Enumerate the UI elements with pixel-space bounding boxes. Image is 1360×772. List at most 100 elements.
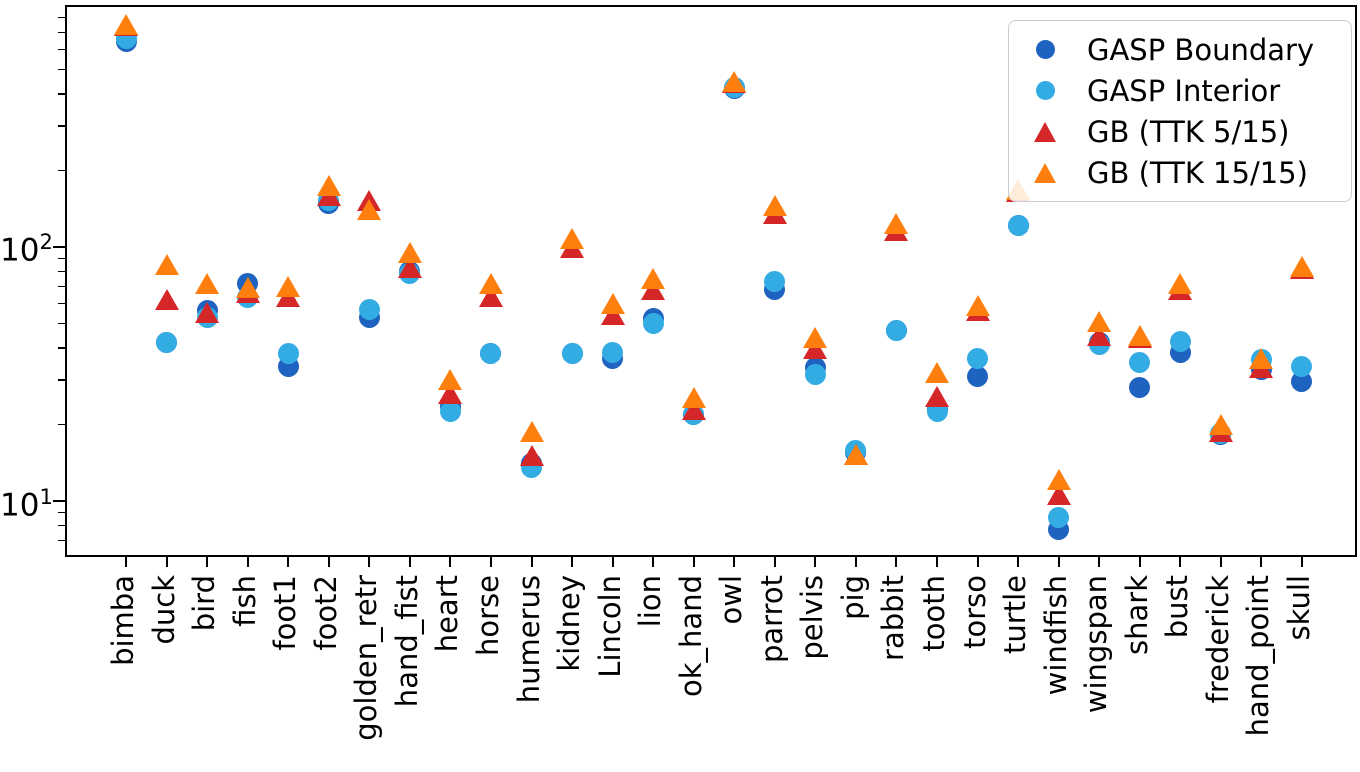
x-axis-tick-label: bird <box>187 575 222 632</box>
x-axis-tick-label: lion <box>633 575 668 628</box>
x-axis-tick-label: torso <box>957 575 992 649</box>
x-tick <box>125 557 127 567</box>
x-tick <box>368 557 371 567</box>
x-axis-tick-label: duck <box>146 575 181 645</box>
x-axis-tick-label: bust <box>1160 575 1195 639</box>
marker-gasp-interior <box>885 319 907 341</box>
marker-gb-ttk-15-15 <box>925 362 949 384</box>
x-tick <box>1057 557 1060 567</box>
y-axis-tick-label-100: 102 <box>0 230 53 269</box>
marker-gb-ttk-15-15 <box>560 228 585 249</box>
marker-gb-ttk-15-15 <box>641 268 666 290</box>
marker-gb-ttk-15-15 <box>397 242 422 264</box>
y-minor-tick <box>58 125 65 127</box>
x-tick <box>1300 557 1303 567</box>
marker-gb-ttk-15-15 <box>681 387 706 409</box>
marker-gb-ttk-15-15 <box>1087 310 1112 332</box>
x-tick <box>1219 557 1222 567</box>
marker-gb-ttk-15-15 <box>722 70 747 92</box>
legend-item: GB (TTK 5/15) <box>1023 112 1351 152</box>
x-tick <box>489 557 492 567</box>
marker-gb-ttk-15-15 <box>519 421 544 443</box>
marker-gb-ttk-5-15 <box>195 302 220 324</box>
x-tick <box>530 557 533 567</box>
x-axis-tick-label: parrot <box>754 575 789 663</box>
marker-gasp-interior <box>561 343 583 365</box>
x-tick <box>449 557 452 567</box>
marker-gb-ttk-15-15 <box>1046 469 1071 491</box>
marker-gb-ttk-15-15 <box>438 369 463 391</box>
marker-gb-ttk-5-15 <box>154 289 179 311</box>
y-major-tick <box>53 500 65 502</box>
marker-gasp-interior <box>642 312 664 334</box>
x-tick <box>1260 557 1263 567</box>
marker-gb-ttk-15-15 <box>114 13 138 35</box>
marker-gb-ttk-15-15 <box>357 199 382 221</box>
y-minor-tick <box>58 511 65 514</box>
x-axis-tick-label: turtle <box>998 575 1033 654</box>
marker-gb-ttk-15-15 <box>884 212 909 234</box>
y-minor-tick <box>58 539 65 542</box>
x-tick <box>854 557 857 567</box>
y-minor-tick <box>58 347 65 349</box>
marker-gb-ttk-15-15 <box>965 294 990 316</box>
marker-gasp-boundary <box>1129 376 1151 398</box>
marker-gasp-interior <box>764 271 786 293</box>
y-minor-tick <box>58 423 65 426</box>
legend-label: GB (TTK 15/15) <box>1087 155 1308 190</box>
x-tick <box>287 557 290 567</box>
x-axis-tick-label: bimba <box>106 575 140 666</box>
x-tick <box>408 557 411 567</box>
y-major-tick <box>53 246 65 248</box>
marker-gb-ttk-15-15 <box>1249 347 1274 369</box>
marker-gb-ttk-15-15 <box>478 272 503 294</box>
x-tick <box>206 557 209 567</box>
marker-gasp-interior <box>480 343 502 365</box>
marker-gb-ttk-15-15 <box>803 327 828 349</box>
marker-gasp-interior <box>967 347 989 369</box>
legend-label: GB (TTK 5/15) <box>1087 114 1290 149</box>
x-axis-tick-label: hand_point <box>1241 575 1276 737</box>
x-axis-tick-label: golden_retr <box>349 575 384 741</box>
marker-gb-ttk-15-15 <box>1168 272 1193 294</box>
marker-gasp-interior <box>1291 355 1313 377</box>
legend-item: GASP Interior <box>1023 71 1351 111</box>
legend: GASP Boundary GASP Interior GB (TTK 5/15) G… <box>1008 20 1352 202</box>
x-tick <box>165 557 168 567</box>
marker-gb-ttk-15-15 <box>600 292 625 314</box>
marker-gb-ttk-5-15 <box>925 385 949 407</box>
y-minor-tick <box>58 31 65 34</box>
y-minor-tick <box>58 302 65 305</box>
y-minor-tick <box>58 257 65 260</box>
y-minor-tick <box>58 48 65 51</box>
x-axis-tick-label: foot1 <box>268 575 303 651</box>
y-minor-tick <box>58 68 65 71</box>
x-axis-tick-label: horse <box>470 575 505 656</box>
y-minor-tick <box>58 93 65 95</box>
y-minor-tick <box>58 322 65 325</box>
x-axis-tick-label: wingspan <box>1079 575 1114 714</box>
x-axis-tick-label: ok_hand <box>673 575 708 697</box>
marker-gasp-interior <box>439 401 461 423</box>
marker-gb-ttk-15-15 <box>1208 414 1233 436</box>
legend-item: GB (TTK 15/15) <box>1023 153 1351 193</box>
marker-gasp-interior <box>1007 214 1029 236</box>
x-tick <box>1098 557 1101 567</box>
x-axis-tick-label: kidney <box>552 575 587 672</box>
x-axis-tick-label: shark <box>1119 575 1154 655</box>
x-tick <box>936 557 938 567</box>
x-tick <box>814 557 817 567</box>
legend-circle-icon <box>1023 81 1067 100</box>
marker-gasp-interior <box>1129 352 1151 374</box>
x-axis-tick-label: humerus <box>511 575 546 704</box>
x-tick <box>246 557 249 567</box>
legend-triangle-icon <box>1023 162 1067 183</box>
legend-label: GASP Boundary <box>1087 32 1315 67</box>
x-tick <box>652 557 655 567</box>
x-tick <box>1017 557 1020 567</box>
y-minor-tick <box>58 524 65 527</box>
x-axis-tick-label: Lincoln <box>592 575 627 678</box>
x-tick <box>733 557 736 567</box>
marker-gasp-interior <box>602 341 624 363</box>
